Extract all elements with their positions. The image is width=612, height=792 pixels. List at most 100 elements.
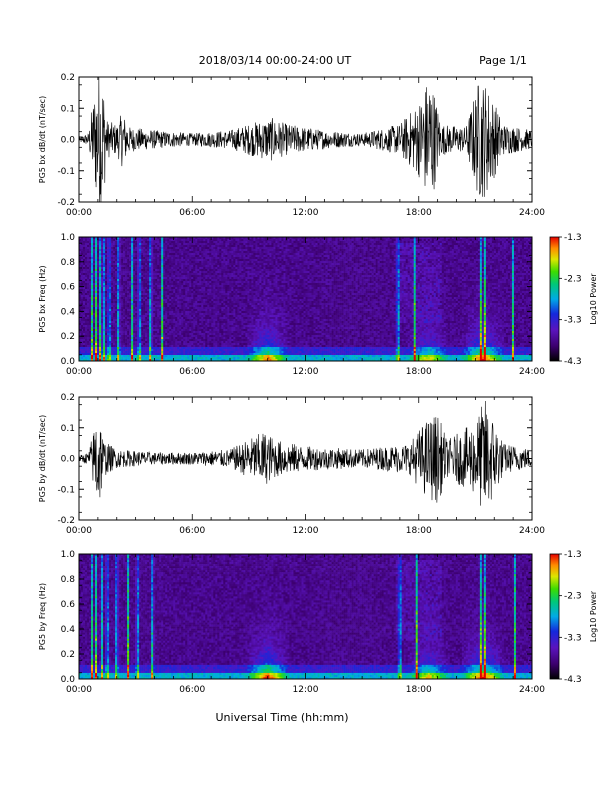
spectrogram-cell <box>219 355 222 358</box>
spectrogram-cell <box>135 301 138 304</box>
spectrogram-cell <box>153 243 156 246</box>
spectrogram-cell <box>161 359 164 362</box>
spectrogram-cell <box>175 315 178 318</box>
spectrogram-cell <box>213 317 216 320</box>
spectrogram-cell <box>91 295 94 298</box>
spectrogram-cell <box>225 309 228 312</box>
spectrogram-cell <box>117 353 120 356</box>
spectrogram-cell <box>231 255 234 258</box>
spectrogram-cell <box>221 239 224 242</box>
spectrogram-cell <box>115 323 118 326</box>
spectrogram-cell <box>207 279 210 282</box>
spectrogram-cell <box>223 305 226 308</box>
spectrogram-cell <box>209 271 212 274</box>
spectrogram-cell <box>137 253 140 256</box>
spectrogram-cell <box>149 341 152 344</box>
spectrogram-cell <box>229 253 232 256</box>
spectrogram-cell <box>225 243 228 246</box>
spectrogram-cell <box>235 299 238 302</box>
spectrogram-cell <box>119 241 122 244</box>
spectrogram-cell <box>195 261 198 264</box>
spectrogram-cell <box>85 351 88 354</box>
spectrogram-cell <box>129 335 132 338</box>
spectrogram-cell <box>235 317 238 320</box>
spectrogram-cell <box>201 351 204 354</box>
spectrogram-cell <box>203 257 206 260</box>
spectrogram-cell <box>221 271 224 274</box>
spectrogram-cell <box>111 327 114 330</box>
spectrogram-cell <box>109 273 112 276</box>
spectrogram-cell <box>223 295 226 298</box>
spectrogram-cell <box>233 321 236 324</box>
spectrogram-cell <box>145 333 148 336</box>
spectrogram-cell <box>155 307 158 310</box>
spectrogram-cell <box>123 247 126 250</box>
spectrogram-cell <box>127 339 130 342</box>
spectrogram-cell <box>119 329 122 332</box>
spectrogram-cell <box>163 291 166 294</box>
spectrogram-cell <box>133 257 136 260</box>
spectrogram-cell <box>163 277 166 280</box>
spectrogram-cell <box>165 339 168 342</box>
spectrogram-cell <box>221 309 224 312</box>
spectrogram-cell <box>87 303 90 306</box>
spectrogram-cell <box>229 287 232 290</box>
spectrogram-cell <box>157 247 160 250</box>
spectrogram-cell <box>235 265 238 268</box>
spectrogram-cell <box>85 335 88 338</box>
spectrogram-cell <box>175 297 178 300</box>
spectrogram-cell <box>137 297 140 300</box>
spectrogram-cell <box>135 355 138 358</box>
spectrogram-cell <box>195 347 198 350</box>
spectrogram-cell <box>201 241 204 244</box>
spectrogram-cell <box>211 289 214 292</box>
spectrogram-cell <box>119 283 122 286</box>
spectrogram-cell <box>167 355 170 358</box>
spectrogram-cell <box>109 279 112 282</box>
spectrogram-cell <box>225 307 228 310</box>
spectrogram-cell <box>107 355 110 358</box>
spectrogram-cell <box>159 303 162 306</box>
spectrogram-cell <box>151 301 154 304</box>
spectrogram-cell <box>219 327 222 330</box>
spectrogram-cell <box>115 333 118 336</box>
spectrogram-cell <box>105 253 108 256</box>
spectrogram-cell <box>173 257 176 260</box>
spectrogram-cell <box>219 317 222 320</box>
spectrogram-cell <box>147 307 150 310</box>
spectrogram-cell <box>95 275 98 278</box>
spectrogram-cell <box>227 241 230 244</box>
spectrogram-cell <box>127 267 130 270</box>
spectrogram-cell <box>145 331 148 334</box>
spectrogram-cell <box>139 333 142 336</box>
spectrogram-cell <box>203 325 206 328</box>
spectrogram-cell <box>115 305 118 308</box>
spectrogram-cell <box>199 251 202 254</box>
spectrogram-cell <box>79 245 82 248</box>
spectrogram-cell <box>171 357 174 360</box>
spectrogram-cell <box>157 321 160 324</box>
spectrogram-cell <box>225 335 228 338</box>
spectrogram-cell <box>205 245 208 248</box>
spectrogram-cell <box>113 259 116 262</box>
spectrogram-cell <box>125 333 128 336</box>
spectrogram-cell <box>127 285 130 288</box>
spectrogram-cell <box>167 323 170 326</box>
spectrogram-cell <box>161 259 164 262</box>
spectrogram-cell <box>81 239 84 242</box>
spectrogram-cell <box>177 249 180 252</box>
spectrogram-cell <box>149 345 152 348</box>
spectrogram-cell <box>91 285 94 288</box>
spectrogram-cell <box>111 311 114 314</box>
spectrogram-cell <box>231 291 234 294</box>
spectrogram-cell <box>171 271 174 274</box>
spectrogram-cell <box>235 253 238 256</box>
spectrogram-cell <box>209 275 212 278</box>
spectrogram-cell <box>227 293 230 296</box>
spectrogram-cell <box>103 251 106 254</box>
spectrogram-cell <box>87 307 90 310</box>
spectrogram-cell <box>105 289 108 292</box>
spectrogram-cell <box>177 295 180 298</box>
spectrogram-cell <box>155 321 158 324</box>
spectrogram-cell <box>213 347 216 350</box>
